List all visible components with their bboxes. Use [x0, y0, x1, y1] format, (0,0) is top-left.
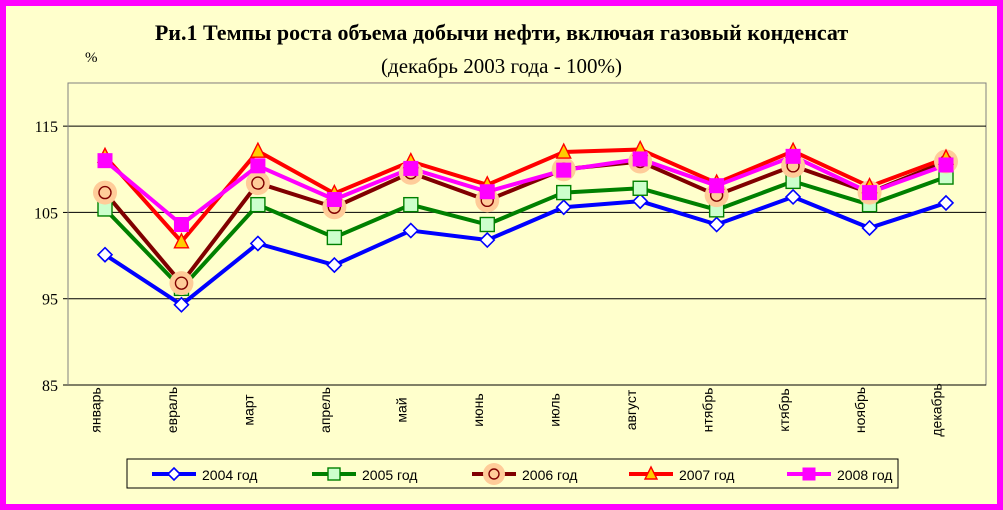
legend-label: 2006 год: [522, 467, 577, 483]
data-point: [245, 171, 270, 196]
series-group: [93, 139, 958, 313]
series-line: [103, 147, 947, 244]
point-core: [488, 468, 500, 480]
series-line: [103, 194, 947, 307]
data-point: [249, 235, 267, 252]
legend-item: 2005 год: [312, 467, 417, 483]
x-tick-label: январь: [88, 387, 104, 432]
y-tick-label: 115: [35, 119, 58, 136]
y-tick-labels: 85 95 105 115: [34, 119, 58, 395]
data-point: [326, 256, 343, 274]
data-point: [403, 160, 419, 176]
data-point: [632, 151, 648, 167]
data-point: [938, 157, 954, 173]
series-1: [103, 194, 947, 307]
legend-item: 2007 год: [629, 465, 734, 483]
data-point: [632, 180, 648, 196]
series-5: [103, 154, 947, 227]
data-point: [708, 216, 725, 233]
y-tick-label: 85: [42, 378, 58, 395]
data-point: [861, 219, 878, 237]
data-point: [479, 184, 495, 200]
series-4: [103, 147, 947, 244]
x-tick-label: март: [241, 394, 257, 426]
data-point: [173, 232, 190, 249]
legend-item: 2004 год: [152, 466, 257, 483]
data-point: [249, 141, 267, 158]
legend-label: 2007 год: [679, 467, 734, 483]
data-point: [250, 158, 266, 174]
point-core: [98, 185, 112, 200]
data-point: [96, 246, 114, 263]
plot-area: [67, 82, 987, 386]
grid-lines: [63, 83, 986, 386]
y-tick-label: 95: [42, 292, 58, 309]
x-tick-label: евраль: [164, 387, 180, 433]
legend-label: 2004 год: [202, 467, 257, 483]
chart-subtitle: (декабрь 2003 года - 100%): [381, 54, 622, 78]
x-tick-label: декабрь: [929, 383, 945, 436]
series-line: [103, 175, 947, 291]
y-tick-label: 105: [34, 205, 58, 222]
y-axis-label: %: [85, 50, 98, 66]
series-3: [103, 159, 947, 286]
x-tick-labels: январь евраль март апрель май июнь июль август н…: [88, 383, 945, 436]
data-point: [555, 142, 572, 159]
data-point: [326, 229, 343, 246]
data-point: [250, 196, 266, 213]
data-point: [479, 231, 496, 249]
data-point: [169, 271, 194, 296]
data-point: [802, 467, 816, 481]
legend-item: 2006 год: [472, 463, 577, 485]
data-point: [643, 465, 659, 480]
x-tick-label: нтябрь: [699, 388, 715, 433]
chart-title: Ри.1 Темпы роста объема добычи нефти, вк…: [154, 20, 849, 45]
legend-label: 2005 год: [362, 467, 417, 483]
data-point: [479, 216, 495, 233]
legend-label: 2008 год: [837, 467, 892, 483]
data-point: [784, 188, 802, 206]
data-point: [632, 193, 649, 210]
data-point: [402, 222, 419, 239]
point-core: [251, 176, 265, 190]
series-line: [103, 154, 947, 227]
data-point: [555, 199, 572, 216]
series-5-markers: [97, 148, 954, 233]
data-point: [403, 196, 419, 213]
data-point: [166, 466, 182, 482]
series-1-markers: [96, 188, 955, 313]
data-point: [326, 191, 342, 207]
x-tick-label: ктябрь: [776, 388, 792, 431]
data-point: [327, 467, 341, 481]
data-point: [173, 296, 190, 313]
x-tick-label: июнь: [470, 393, 486, 426]
x-tick-label: август: [623, 389, 639, 430]
data-point: [97, 153, 113, 169]
data-point: [937, 194, 955, 212]
point-core: [174, 276, 189, 290]
data-point: [556, 184, 572, 201]
data-point: [556, 162, 572, 178]
series-line: [103, 159, 947, 286]
legend: 2004 год 2005 год 2006 год 2007 год 2008 год: [126, 458, 899, 489]
data-point: [785, 148, 801, 164]
data-point: [483, 463, 505, 485]
x-tick-label: май: [394, 397, 410, 422]
data-point: [173, 217, 189, 233]
x-tick-label: апрель: [317, 387, 333, 433]
legend-item: 2008 год: [787, 467, 892, 483]
series-2: [103, 175, 947, 291]
x-tick-label: июль: [546, 393, 562, 426]
data-point: [709, 178, 725, 194]
x-tick-label: ноябрь: [852, 387, 868, 433]
data-point: [862, 185, 878, 201]
data-point: [93, 180, 117, 205]
